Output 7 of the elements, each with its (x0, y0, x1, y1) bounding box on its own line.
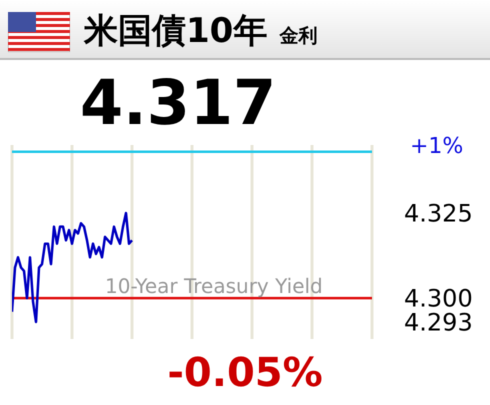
text: 4.317 (80, 66, 276, 139)
annotation: 10-Year Treasury Yield (105, 274, 323, 298)
text: -0.05% (166, 350, 324, 396)
chart-subtitle: 金利 (279, 25, 318, 47)
text: +1% (410, 134, 464, 159)
chart-title: 米国債10年 (84, 11, 268, 51)
y-tick-label: 4.325 (404, 200, 473, 228)
